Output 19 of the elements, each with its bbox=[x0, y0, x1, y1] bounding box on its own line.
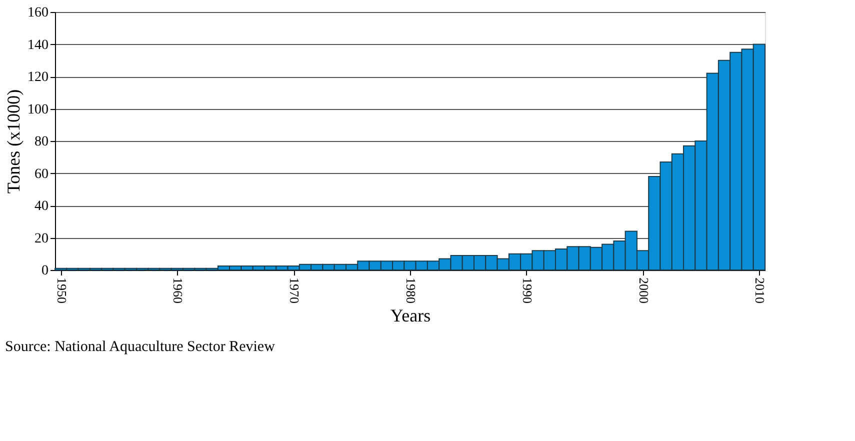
x-axis-title: Years bbox=[390, 306, 431, 326]
x-tick-label: 2010 bbox=[752, 278, 768, 304]
y-tick-label: 160 bbox=[28, 6, 48, 20]
source-note: Source: National Aquaculture Sector Review bbox=[5, 339, 276, 355]
y-tick-label: 60 bbox=[34, 166, 48, 182]
y-axis-title: Tones (x1000) bbox=[4, 89, 24, 194]
x-tick-label: 1950 bbox=[54, 278, 70, 304]
y-tick-label: 120 bbox=[28, 70, 48, 85]
y-tick-label: 100 bbox=[28, 102, 48, 118]
y-tick-label: 20 bbox=[34, 231, 48, 246]
y-tick-label: 0 bbox=[42, 264, 48, 278]
x-tick-label: 1970 bbox=[287, 278, 302, 304]
x-tick-label: 2000 bbox=[636, 278, 652, 304]
y-tick-label: 80 bbox=[34, 134, 48, 150]
x-tick-label: 1960 bbox=[170, 278, 186, 304]
x-tick-label: 1990 bbox=[520, 278, 535, 304]
x-tick-label: 1980 bbox=[404, 278, 418, 304]
y-tick-label: 40 bbox=[34, 199, 48, 214]
y-tick-label: 140 bbox=[28, 38, 48, 53]
